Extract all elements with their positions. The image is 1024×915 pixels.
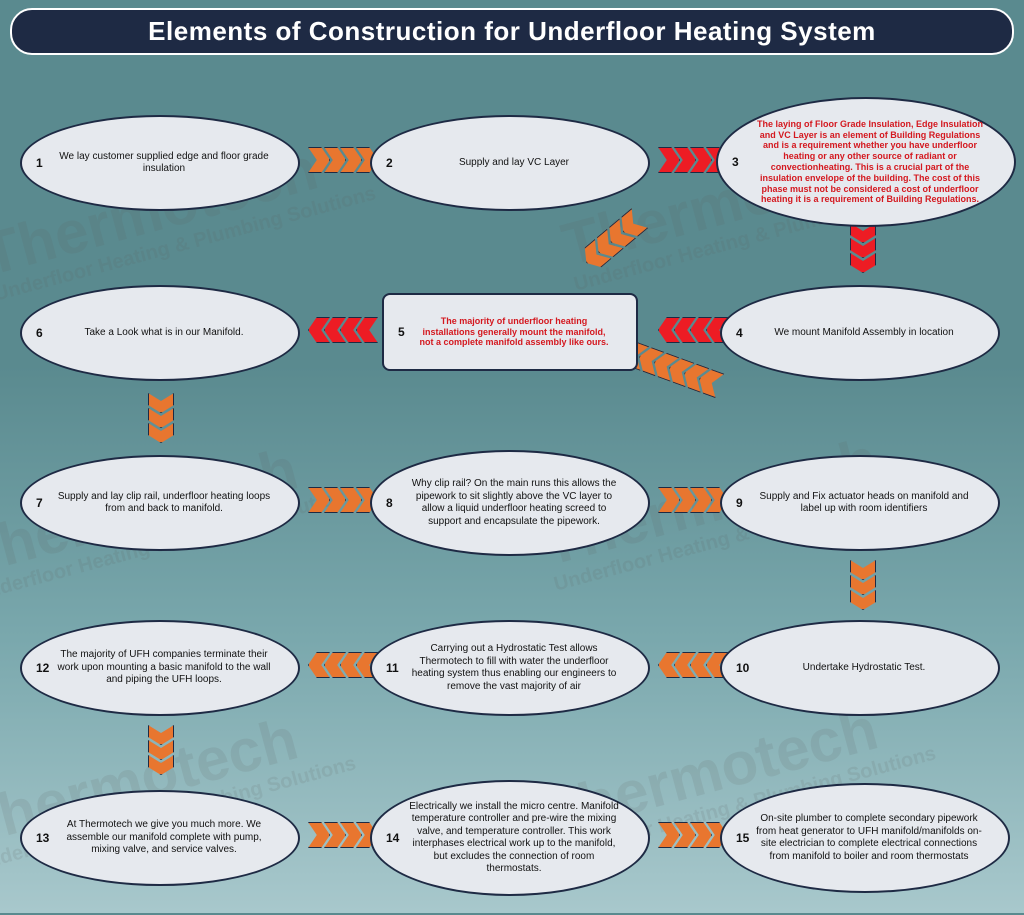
step-2: 2Supply and lay VC Layer [370,115,650,211]
step-10: 10Undertake Hydrostatic Test. [720,620,1000,716]
step-15: 15On-site plumber to complete secondary … [720,783,1010,893]
flow-arrow-diag [583,208,649,269]
step-text: We lay customer supplied edge and floor … [22,147,298,180]
step-number: 13 [36,831,49,845]
step-number: 11 [386,661,399,675]
step-number: 2 [386,156,393,170]
step-text: Supply and lay VC Layer [372,153,648,174]
flow-arrow [308,652,372,678]
flow-arrow [148,725,174,770]
step-11: 11Carrying out a Hydrostatic Test allows… [370,620,650,716]
flow-arrow [308,317,372,343]
step-14: 14Electrically we install the micro cent… [370,780,650,896]
step-text: Why clip rail? On the main runs this all… [372,474,648,532]
flow-arrow [658,652,722,678]
step-13: 13At Thermotech we give you much more. W… [20,790,300,886]
flow-arrow [850,560,876,605]
step-number: 10 [736,661,749,675]
step-number: 14 [386,831,399,845]
step-number: 5 [398,325,405,339]
step-text: Undertake Hydrostatic Test. [722,658,998,679]
step-4: 4We mount Manifold Assembly in location [720,285,1000,381]
step-text: The laying of Floor Grade Insulation, Ed… [718,115,1014,209]
flow-arrow [308,487,372,513]
step-12: 12The majority of UFH companies terminat… [20,620,300,716]
step-text: We mount Manifold Assembly in location [722,323,998,344]
step-number: 12 [36,661,49,675]
flow-arrow [148,393,174,438]
flow-arrow [308,147,372,173]
title-bar: Elements of Construction for Underfloor … [10,8,1014,55]
page-title: Elements of Construction for Underfloor … [148,16,876,46]
step-number: 6 [36,326,43,340]
step-1: 1We lay customer supplied edge and floor… [20,115,300,211]
flow-arrow [658,487,722,513]
step-text: At Thermotech we give you much more. We … [22,815,298,861]
flow-arrow [658,822,722,848]
step-text: The majority of underfloor heating insta… [384,312,636,352]
step-number: 7 [36,496,43,510]
step-text: Carrying out a Hydrostatic Test allows T… [372,639,648,697]
step-5: 5The majority of underfloor heating inst… [382,293,638,371]
step-text: Electrically we install the micro centre… [372,797,648,880]
flowchart-stage: ThermotechUnderfloor Heating & Plumbing … [0,55,1024,915]
step-number: 15 [736,831,749,845]
step-number: 4 [736,326,743,340]
flow-arrow [658,147,722,173]
step-text: On-site plumber to complete secondary pi… [722,809,1008,867]
step-number: 3 [732,155,739,169]
step-3: 3The laying of Floor Grade Insulation, E… [716,97,1016,227]
step-text: Take a Look what is in our Manifold. [22,323,298,344]
flow-arrow [308,822,372,848]
step-text: The majority of UFH companies terminate … [22,645,298,691]
step-8: 8Why clip rail? On the main runs this al… [370,450,650,556]
step-number: 1 [36,156,43,170]
step-text: Supply and Fix actuator heads on manifol… [722,487,998,520]
step-7: 7Supply and lay clip rail, underfloor he… [20,455,300,551]
step-number: 8 [386,496,393,510]
step-number: 9 [736,496,743,510]
flow-arrow [658,317,722,343]
flow-arrow [850,223,876,268]
step-9: 9Supply and Fix actuator heads on manifo… [720,455,1000,551]
step-text: Supply and lay clip rail, underfloor hea… [22,487,298,520]
step-6: 6Take a Look what is in our Manifold. [20,285,300,381]
